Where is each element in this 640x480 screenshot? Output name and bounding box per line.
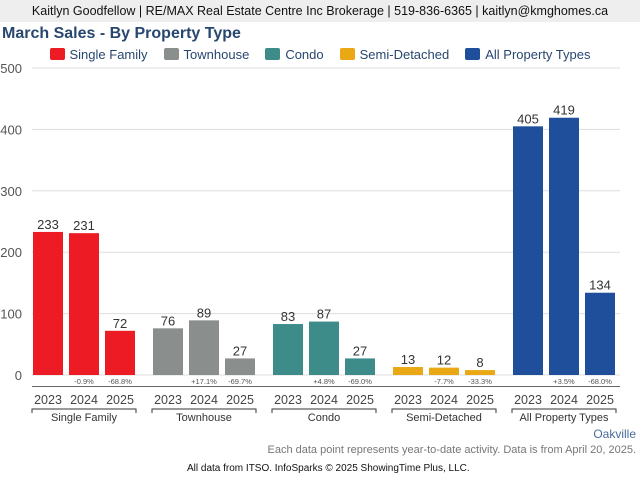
- x-tick-label: 2024: [550, 393, 578, 407]
- legend-label: All Property Types: [485, 46, 591, 62]
- group-bracket: [151, 408, 257, 413]
- legend-swatch: [163, 48, 179, 60]
- y-tick-label: 0: [15, 368, 22, 383]
- legend-item: Condo: [265, 45, 324, 63]
- bar: [33, 231, 63, 375]
- bar: [585, 292, 615, 375]
- x-tick-label: 2023: [154, 393, 182, 407]
- y-tick-label: 200: [0, 245, 22, 260]
- legend-item: Semi-Detached: [339, 45, 450, 63]
- x-tick-label: 2025: [466, 393, 494, 407]
- bar: [429, 367, 459, 375]
- x-tick-label: 2025: [106, 393, 134, 407]
- bar-chart: 0 100 200 300 400 500 233 2023 231 -0.9% 2024 72 -68…: [0, 61, 620, 424]
- bar: [69, 233, 99, 375]
- data-label: 87: [317, 307, 331, 322]
- bar: [345, 358, 375, 375]
- group-label: Single Family: [51, 412, 118, 424]
- data-label: 83: [281, 309, 295, 324]
- bar: [513, 126, 543, 375]
- x-tick-label: 2024: [70, 393, 98, 407]
- bar: [309, 321, 339, 375]
- legend-swatch: [265, 48, 281, 60]
- source-credit: All data from ITSO. InfoSparks © 2025 Sh…: [187, 463, 470, 474]
- legend-label: Semi-Detached: [359, 46, 450, 62]
- x-tick-label: 2023: [514, 393, 542, 407]
- change-label: +4.8%: [313, 377, 335, 386]
- y-tick-label: 100: [0, 307, 22, 322]
- group-label: Townhouse: [176, 412, 232, 424]
- legend-swatch: [339, 48, 355, 60]
- legend-swatch: [49, 48, 65, 60]
- x-tick-label: 2024: [430, 393, 458, 407]
- data-label: 231: [73, 218, 95, 233]
- chart-title: March Sales - By Property Type: [2, 25, 241, 42]
- chart-legend: Single Family Townhouse Condo Semi-Detached…: [0, 45, 640, 63]
- data-label: 419: [553, 103, 575, 118]
- change-label: -69.0%: [348, 377, 372, 386]
- change-label: -69.7%: [228, 377, 252, 386]
- x-tick-label: 2023: [34, 393, 62, 407]
- change-label: -33.3%: [468, 377, 492, 386]
- legend-label: Single Family: [69, 46, 148, 62]
- y-tick-label: 500: [0, 61, 22, 76]
- legend-label: Townhouse: [183, 46, 250, 62]
- change-label: -68.0%: [588, 377, 612, 386]
- legend-item: All Property Types: [465, 45, 591, 63]
- x-tick-label: 2023: [394, 393, 422, 407]
- bar: [549, 117, 579, 375]
- data-label: 76: [161, 313, 175, 328]
- data-label: 27: [353, 343, 367, 358]
- bar: [273, 324, 303, 375]
- group-bracket: [271, 408, 377, 413]
- legend-item: Single Family: [49, 45, 148, 63]
- data-note: Each data point represents year-to-date …: [267, 444, 636, 456]
- bar: [393, 367, 423, 375]
- contact-header: Kaitlyn Goodfellow | RE/MAX Real Estate …: [0, 0, 640, 22]
- data-label: 27: [233, 343, 247, 358]
- change-label: -68.8%: [108, 377, 132, 386]
- bar: [225, 358, 255, 375]
- group-bracket: [391, 408, 497, 413]
- y-tick-label: 300: [0, 184, 22, 199]
- change-label: -0.9%: [74, 377, 94, 386]
- group-label: Semi-Detached: [406, 412, 482, 424]
- x-tick-label: 2023: [274, 393, 302, 407]
- data-label: 12: [437, 353, 451, 368]
- legend-label: Condo: [285, 46, 324, 62]
- legend-swatch: [465, 48, 481, 60]
- x-tick-label: 2025: [346, 393, 374, 407]
- data-label: 134: [589, 278, 611, 293]
- bar: [153, 328, 183, 375]
- y-tick-label: 400: [0, 122, 22, 137]
- data-label: 405: [517, 111, 539, 126]
- data-label: 89: [197, 305, 211, 320]
- group-bracket: [31, 408, 137, 413]
- bar: [465, 370, 495, 375]
- group-label: Condo: [308, 412, 340, 424]
- group-label: All Property Types: [519, 412, 609, 424]
- region-label: Oakville: [593, 427, 636, 441]
- x-tick-label: 2024: [190, 393, 218, 407]
- data-label: 8: [476, 355, 483, 370]
- data-label: 13: [401, 352, 415, 367]
- change-label: +3.5%: [553, 377, 575, 386]
- change-label: -7.7%: [434, 377, 454, 386]
- data-label: 233: [37, 217, 59, 232]
- group-bracket: [511, 408, 617, 413]
- x-tick-label: 2025: [586, 393, 614, 407]
- x-tick-label: 2024: [310, 393, 338, 407]
- x-tick-label: 2025: [226, 393, 254, 407]
- data-label: 72: [113, 316, 127, 331]
- legend-item: Townhouse: [163, 45, 250, 63]
- bar: [105, 330, 135, 375]
- change-label: +17.1%: [191, 377, 217, 386]
- bar: [189, 320, 219, 375]
